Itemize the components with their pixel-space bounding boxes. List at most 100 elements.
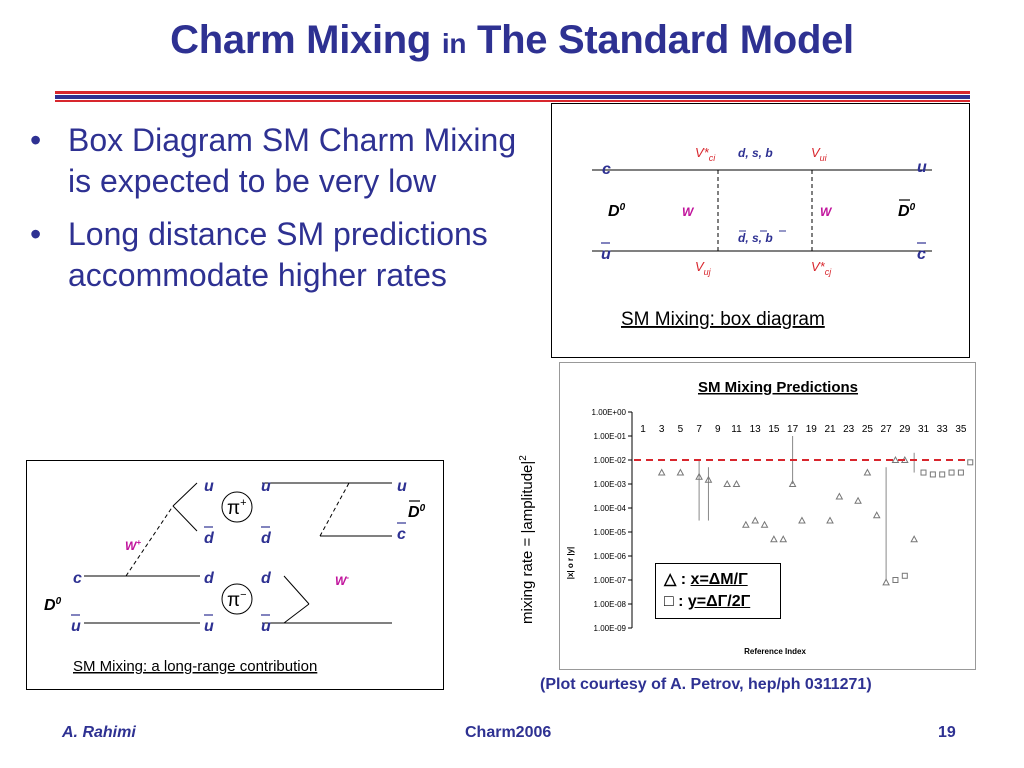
w-minus-line: [319, 482, 350, 537]
ckm-v-uj: Vuj: [695, 259, 712, 277]
x-tick-label: 5: [678, 424, 684, 435]
y-point: [967, 459, 974, 466]
x-tick-label: 7: [696, 424, 702, 435]
quark-ubar2: u: [204, 618, 214, 635]
y-tick-label: 1.00E-07: [594, 576, 627, 585]
x-point: [891, 455, 900, 463]
x-point: [695, 472, 703, 480]
pion-minus: π−: [227, 589, 247, 611]
bullet-dot: •: [30, 216, 42, 252]
x-point: [835, 492, 844, 500]
y-point: [920, 469, 927, 476]
legend-item-y: □ : y=ΔΓ/2Γ: [664, 593, 751, 610]
error-ranges: [698, 436, 915, 580]
quark-d2: d: [261, 570, 272, 587]
quark-u2: u: [261, 478, 271, 495]
chart-title: SM Mixing Predictions: [698, 379, 858, 396]
x-point: [872, 511, 881, 519]
y-point: [892, 577, 899, 583]
internal-quarks-bottom: d, s, b: [738, 231, 773, 245]
x-point: [863, 468, 872, 476]
pion-arm-bottom: [172, 505, 198, 532]
pion-arm-top: [172, 482, 198, 507]
predictions-chart: SM Mixing Predictions |x| o r |y| Refere…: [566, 379, 983, 656]
y-tick-label: 1.00E+00: [592, 408, 627, 417]
quark-u3: u: [397, 478, 407, 495]
box-diagram-panel: c u u c D0 D0 V*ci d, s, b Vui W W d, s,…: [551, 103, 970, 358]
title-part2: in: [441, 28, 467, 59]
x-point: [826, 516, 834, 524]
ckm-v-ci: V*ci: [695, 145, 716, 163]
x-tick-label: 15: [768, 424, 780, 435]
quark-dbar1: d: [204, 530, 215, 547]
quark-ubar1: u: [71, 618, 81, 635]
x-point: [779, 535, 788, 543]
w-plus-line: [125, 505, 174, 577]
x-ticks: 1 3 5 7 9 11 13 15 17 19 21 23 25 27 29 31 33 35: [640, 424, 967, 435]
x-point: [751, 516, 760, 524]
footer-author: A. Rahimi: [62, 724, 136, 741]
w-plus-boson: W+: [125, 538, 141, 553]
title-divider-red-bottom: [55, 100, 970, 102]
pion-minus-arm-bottom: [283, 603, 310, 624]
w-boson-right: W: [820, 205, 833, 219]
title-part3: The Standard Model: [476, 18, 854, 62]
y-point: [939, 471, 946, 478]
x-point: [732, 479, 741, 487]
bullet-item: • Box Diagram SM Charm Mixing is expecte…: [30, 120, 540, 202]
x-point: [657, 468, 666, 476]
x-tick-label: 27: [881, 424, 893, 435]
x-tick-label: 19: [806, 424, 818, 435]
y-tick-label: 1.00E-03: [594, 480, 627, 489]
x-point: [788, 479, 797, 487]
x-axis-label: Reference Index: [744, 647, 806, 656]
meson-d0bar: D0: [408, 503, 426, 521]
long-range-panel: u u u d d c c d d u u u π+ π− W+ W- D0 D…: [26, 460, 444, 690]
x-point: [770, 535, 778, 543]
quark-ubar3: u: [261, 618, 271, 635]
box-diagram-caption: SM Mixing: box diagram: [621, 309, 825, 330]
footer-conference: Charm2006: [465, 724, 552, 741]
predictions-panel: SM Mixing Predictions |x| o r |y| Refere…: [559, 362, 983, 670]
slide-title: Charm Mixing in The Standard Model: [0, 18, 1024, 63]
internal-quarks-top: d, s, b: [738, 146, 773, 160]
ckm-v-cj: V*cj: [811, 259, 832, 277]
title-part1: Charm Mixing: [170, 18, 432, 62]
y-tick-label: 1.00E-05: [594, 528, 627, 537]
bullet-text: Box Diagram SM Charm Mixing is expected …: [68, 122, 517, 199]
x-point: [723, 479, 731, 487]
y-tick-label: 1.00E-01: [594, 432, 627, 441]
x-point: [742, 520, 750, 528]
x-tick-label: 21: [824, 424, 836, 435]
y-point: [901, 572, 908, 579]
x-tick-label: 31: [918, 424, 930, 435]
title-divider-red-top: [55, 91, 970, 94]
data-points: [657, 455, 983, 586]
y-point: [957, 469, 964, 476]
long-range-diagram: u u u d d c c d d u u u π+ π− W+ W- D0 D…: [44, 478, 426, 675]
pion-plus-circle: [221, 491, 253, 523]
x-tick-label: 1: [640, 424, 646, 435]
y-tick-label: 1.00E-09: [594, 624, 627, 633]
pion-minus-arm-top: [283, 575, 310, 605]
x-point: [798, 516, 806, 524]
x-tick-label: 3: [659, 424, 665, 435]
box-diagram: c u u c D0 D0 V*ci d, s, b Vui W W d, s,…: [592, 145, 932, 330]
y-axis-label: |x| o r |y|: [566, 547, 575, 580]
x-tick-label: 9: [715, 424, 721, 435]
title-divider-blue: [55, 95, 970, 99]
quark-cbar: c: [397, 526, 406, 543]
meson-d0: D0: [44, 596, 62, 614]
mixing-rate-label: mixing rate = |amplitude|2: [518, 455, 536, 624]
x-tick-label: 17: [787, 424, 799, 435]
bullet-dot: •: [30, 122, 42, 158]
ckm-v-ui: Vui: [811, 145, 828, 163]
x-point: [854, 496, 862, 504]
quark-c: c: [73, 570, 82, 587]
plot-credit: (Plot courtesy of A. Petrov, hep/ph 0311…: [540, 676, 872, 693]
x-point: [760, 520, 769, 528]
quark-cbar: c: [917, 246, 926, 263]
x-tick-label: 25: [862, 424, 874, 435]
footer-page-number: 19: [938, 724, 956, 741]
legend-y-text: y=ΔΓ/2Γ: [687, 593, 751, 610]
